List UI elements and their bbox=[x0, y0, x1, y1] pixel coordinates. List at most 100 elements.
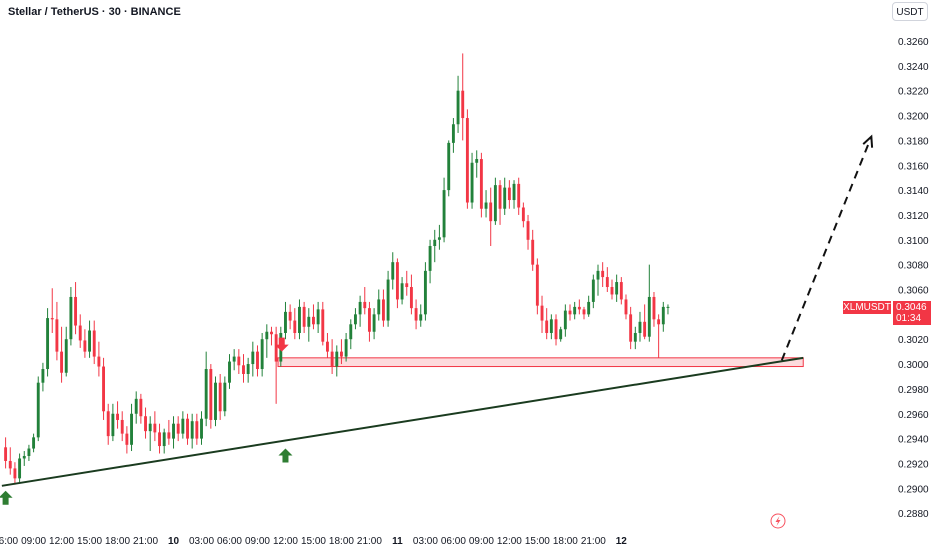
time-tick-label: 09:00 bbox=[469, 536, 494, 547]
candle bbox=[307, 308, 311, 342]
time-tick-label: 12:00 bbox=[49, 536, 74, 547]
candle-body bbox=[577, 306, 581, 310]
candle-body bbox=[409, 287, 413, 309]
candle bbox=[181, 411, 185, 439]
candle bbox=[321, 301, 325, 346]
candle bbox=[503, 177, 507, 215]
candle bbox=[353, 308, 357, 330]
candle bbox=[484, 190, 488, 218]
candle-body bbox=[298, 306, 301, 333]
candle-body bbox=[55, 319, 59, 352]
lightning-icon[interactable] bbox=[770, 513, 786, 529]
candle-body bbox=[489, 202, 493, 222]
candle-body bbox=[22, 455, 26, 459]
candle bbox=[409, 274, 413, 315]
candle-body bbox=[130, 413, 133, 445]
candle bbox=[330, 339, 334, 374]
support-zone bbox=[277, 357, 804, 368]
candle-body bbox=[633, 332, 637, 342]
candle bbox=[638, 311, 642, 342]
price-tick-label: 0.2880 bbox=[898, 509, 929, 520]
candle-body bbox=[158, 432, 161, 447]
price-axis: 0.3260 0.3240 0.3220 0.3200 0.3180 0.3160 0.31… bbox=[898, 37, 929, 520]
candle-body bbox=[493, 185, 497, 222]
candle-body bbox=[125, 433, 129, 445]
candle-body bbox=[428, 246, 432, 271]
candle-body bbox=[60, 351, 64, 373]
candle bbox=[358, 295, 362, 327]
price-tick-label: 0.3000 bbox=[898, 360, 929, 371]
time-axis: 06:0009:0012:0015:0018:0021:001003:0006:… bbox=[0, 536, 627, 547]
candle-body bbox=[517, 183, 521, 208]
candle-body bbox=[507, 187, 511, 201]
candle bbox=[568, 304, 572, 321]
price-tick-label: 0.2980 bbox=[898, 385, 929, 396]
time-tick-label: 15:00 bbox=[301, 536, 326, 547]
candle-body bbox=[386, 279, 390, 321]
candle-body bbox=[36, 382, 40, 438]
candle-body bbox=[465, 118, 469, 203]
candle bbox=[36, 376, 40, 442]
candle bbox=[92, 320, 96, 365]
candle bbox=[176, 416, 180, 442]
candle-body bbox=[610, 287, 614, 295]
candle-body bbox=[251, 351, 255, 365]
arrow-down-icon bbox=[274, 337, 289, 352]
price-tick-label: 0.2900 bbox=[898, 484, 929, 495]
candle-body bbox=[367, 308, 371, 332]
candle-body bbox=[358, 301, 362, 315]
candle-body bbox=[111, 413, 115, 437]
candle-body bbox=[335, 351, 339, 367]
candle-body bbox=[316, 309, 320, 325]
candle bbox=[381, 289, 385, 327]
candle bbox=[414, 299, 418, 330]
time-tick-label: 03:00 bbox=[189, 536, 214, 547]
time-tick-label: 15:00 bbox=[77, 536, 102, 547]
candle bbox=[60, 326, 64, 383]
bar-countdown: 01:34 bbox=[896, 313, 922, 324]
candle bbox=[232, 349, 236, 371]
candle bbox=[512, 180, 516, 209]
candle bbox=[372, 308, 376, 340]
candle bbox=[577, 299, 581, 315]
candle-body bbox=[601, 270, 605, 278]
candle-body bbox=[97, 356, 101, 367]
candle bbox=[456, 75, 460, 133]
candle bbox=[242, 354, 245, 383]
candle-body bbox=[461, 90, 465, 119]
candle bbox=[451, 118, 455, 153]
candle-body bbox=[498, 185, 502, 209]
candle-body bbox=[13, 468, 17, 479]
resistance-support-zone bbox=[277, 357, 804, 368]
candle-body bbox=[92, 330, 96, 357]
candle bbox=[549, 314, 553, 340]
candle-body bbox=[381, 299, 385, 321]
candle bbox=[535, 258, 539, 315]
candle-body bbox=[307, 316, 311, 327]
time-tick-label: 10 bbox=[168, 536, 180, 547]
candle bbox=[367, 301, 371, 342]
candle bbox=[256, 345, 259, 377]
currency-button[interactable]: USDT bbox=[892, 2, 928, 21]
candle-body bbox=[237, 356, 241, 366]
candle-body bbox=[638, 321, 642, 333]
candle-body bbox=[242, 365, 245, 374]
candle-body bbox=[405, 283, 409, 288]
candle-body bbox=[647, 296, 651, 337]
candle bbox=[507, 180, 511, 209]
candle-body bbox=[531, 239, 535, 265]
candle-body bbox=[102, 366, 105, 412]
candle bbox=[400, 277, 404, 305]
candle bbox=[363, 287, 367, 315]
candle-body bbox=[172, 423, 175, 439]
candle bbox=[312, 304, 315, 330]
candle-body bbox=[512, 183, 516, 201]
candle bbox=[391, 252, 395, 290]
candle bbox=[517, 177, 521, 215]
candle bbox=[134, 391, 138, 424]
trendline bbox=[1, 356, 804, 487]
candle bbox=[288, 304, 292, 330]
candle bbox=[428, 239, 432, 284]
candle bbox=[461, 53, 465, 141]
